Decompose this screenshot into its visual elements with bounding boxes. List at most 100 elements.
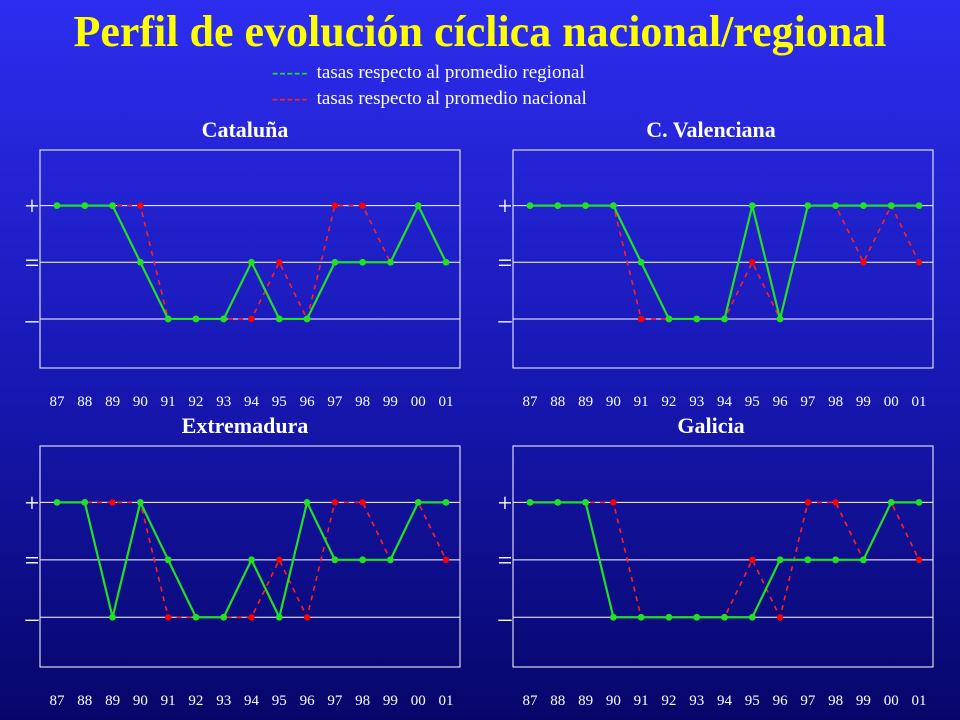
panel-4-tick-label: 87 <box>523 693 539 709</box>
panel-3-regional-point <box>136 498 144 506</box>
panel-4-regional-point <box>609 613 617 621</box>
panel-3-regional-point <box>303 498 311 506</box>
panel-1-level-label: + <box>25 192 40 221</box>
panel-1-tick-label: 87 <box>50 394 66 410</box>
panel-1-tick-label: 99 <box>383 394 398 410</box>
panel-1-tick-label: 93 <box>216 394 231 410</box>
panel-3-title: Extremadura <box>182 413 309 438</box>
panel-4-regional-point <box>665 613 673 621</box>
panel-2-tick-label: 95 <box>745 394 760 410</box>
panel-1-regional-point <box>275 315 283 323</box>
panel-4-regional-point <box>804 556 812 564</box>
panel-1-regional-point <box>109 202 116 209</box>
panel-4-frame <box>512 445 934 668</box>
panel-3-tick-label: 97 <box>327 693 343 709</box>
panel-1-tick-label: 96 <box>300 394 316 410</box>
panel-3-tick-label: 92 <box>188 693 203 709</box>
panel-4-tick-label: 91 <box>634 693 649 709</box>
panel-4-tick-label: 00 <box>884 693 899 709</box>
panel-1-regional-point <box>414 202 422 209</box>
panel-3-regional-point <box>192 613 200 621</box>
panel-4-regional-point <box>721 613 728 621</box>
panel-3-national-point <box>303 614 311 621</box>
panel-4-regional-point <box>693 613 701 621</box>
panel-1-tick-label: 90 <box>133 394 148 410</box>
panel-4-regional-point <box>637 613 645 621</box>
panel-3-frame <box>39 445 461 668</box>
panel-3-tick-label: 90 <box>133 693 148 709</box>
panel-4-tick-label: 92 <box>661 693 676 709</box>
panel-4-regional-point <box>915 498 923 506</box>
panel-1-level-label: – <box>25 305 40 334</box>
panel-1-national-point <box>248 315 255 323</box>
panel-2-regional-point <box>832 202 840 209</box>
panel-1-tick-label: 01 <box>439 394 454 410</box>
panel-3-tick-label: 88 <box>77 693 92 709</box>
legend-national-label: tasas respecto al promedio nacional <box>316 88 587 109</box>
panel-1-regional-point <box>359 258 367 266</box>
panel-4-regional-point <box>832 556 840 564</box>
panel-3-level-label: = <box>25 546 40 575</box>
panel-4-tick-label: 96 <box>773 693 789 709</box>
panel-3-regional-point <box>220 613 228 621</box>
panel-1-regional-point <box>164 315 172 323</box>
panel-1-tick-label: 88 <box>77 394 92 410</box>
panel-2-regional-point <box>526 202 534 209</box>
panel-2-level-label: – <box>498 305 513 334</box>
panel-2-tick-label: 01 <box>912 394 927 410</box>
panel-1-tick-label: 00 <box>411 394 426 410</box>
panel-4-national-point <box>804 499 812 506</box>
panel-4-national-point <box>610 499 617 506</box>
panel-1-regional-point <box>331 258 339 266</box>
panel-2-frame <box>512 149 934 369</box>
panel-3-tick-label: 98 <box>355 693 370 709</box>
panel-3-tick-label: 89 <box>105 693 120 709</box>
panel-4-title: Galicia <box>677 413 744 438</box>
panel-2-tick-label: 91 <box>634 394 649 410</box>
panel-2-regional-point <box>860 202 867 209</box>
panel-1-tick-label: 91 <box>161 394 176 410</box>
panel-3-tick-label: 95 <box>272 693 287 709</box>
panel-3-national-point <box>359 499 366 506</box>
panel-2-tick-label: 97 <box>800 394 816 410</box>
panel-1-tick-label: 94 <box>244 394 260 410</box>
panel-4-tick-label: 98 <box>828 693 843 709</box>
panel-1-regional-point <box>442 258 450 266</box>
panel-1-title: Cataluña <box>202 117 289 142</box>
panel-1-regional-point <box>303 315 311 323</box>
panel-2-tick-label: 89 <box>578 394 593 410</box>
panel-2-regional-point <box>721 315 728 323</box>
panel-4-national-point <box>776 614 784 621</box>
panel-2-tick-label: 93 <box>689 394 704 410</box>
panel-3-tick-label: 87 <box>50 693 66 709</box>
panel-1-regional-point <box>53 202 61 209</box>
panel-2-regional-point <box>776 315 784 323</box>
page-title: Perfil de evolución cíclica nacional/reg… <box>73 7 887 56</box>
panel-1-regional-point <box>81 202 89 209</box>
panel-3-regional-point <box>53 498 61 506</box>
panel-2-regional-point <box>748 202 756 209</box>
panel-3-tick-label: 00 <box>411 693 426 709</box>
panel-2-tick-label: 00 <box>884 394 899 410</box>
panel-1-regional-point <box>387 258 394 266</box>
panel-1-frame <box>39 149 461 369</box>
panel-2-regional-point <box>915 202 923 209</box>
panel-3-tick-label: 96 <box>300 693 316 709</box>
panel-1-national-point <box>359 202 366 209</box>
panel-1-national-point <box>276 259 283 266</box>
panel-4-level-label: = <box>498 546 513 575</box>
panel-2-level-label: = <box>498 248 513 277</box>
panel-3-tick-label: 94 <box>244 693 260 709</box>
panel-3-regional-point <box>359 556 367 564</box>
panel-3-regional-point <box>275 613 283 621</box>
panel-2-national-point <box>915 259 923 266</box>
panel-3-regional-point <box>81 498 89 506</box>
panel-3-regional-point <box>248 556 255 564</box>
panel-4-regional-point <box>748 613 756 621</box>
panel-3-national-point <box>331 499 339 506</box>
panel-4-tick-label: 97 <box>800 693 816 709</box>
panel-1-level-label: = <box>25 248 40 277</box>
panel-2-regional-point <box>887 202 895 209</box>
panel-3-regional-point <box>331 556 339 564</box>
